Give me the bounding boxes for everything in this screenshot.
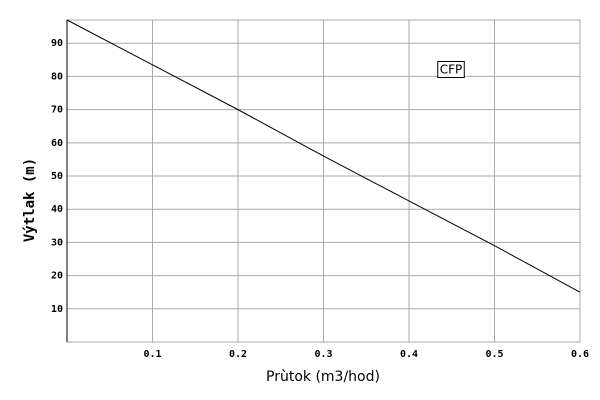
y-tick-label: 40 — [51, 204, 63, 215]
x-tick-label: 0.4 — [400, 349, 418, 360]
y-tick-label: 20 — [51, 271, 63, 282]
x-axis-label: Prùtok (m3/hod) — [266, 369, 380, 385]
legend-box — [437, 61, 465, 78]
x-tick-label: 0.5 — [485, 349, 503, 360]
y-tick-label: 50 — [51, 171, 63, 182]
data-line — [66, 19, 581, 293]
y-tick-label: 90 — [51, 38, 63, 49]
legend-label: CFP — [440, 63, 463, 77]
y-tick-label: 80 — [51, 71, 63, 82]
y-axis-label: Výtlak (m) — [22, 158, 38, 242]
y-tick-label: 60 — [51, 138, 63, 149]
y-tick-label: 70 — [51, 105, 63, 116]
x-tick-label: 0.1 — [143, 349, 161, 360]
y-tick-label: 10 — [51, 304, 63, 315]
x-tick-label: 0.6 — [571, 349, 589, 360]
x-tick-label: 0.3 — [314, 349, 332, 360]
x-tick-label: 0.2 — [229, 349, 247, 360]
y-tick-label: 30 — [51, 237, 63, 248]
